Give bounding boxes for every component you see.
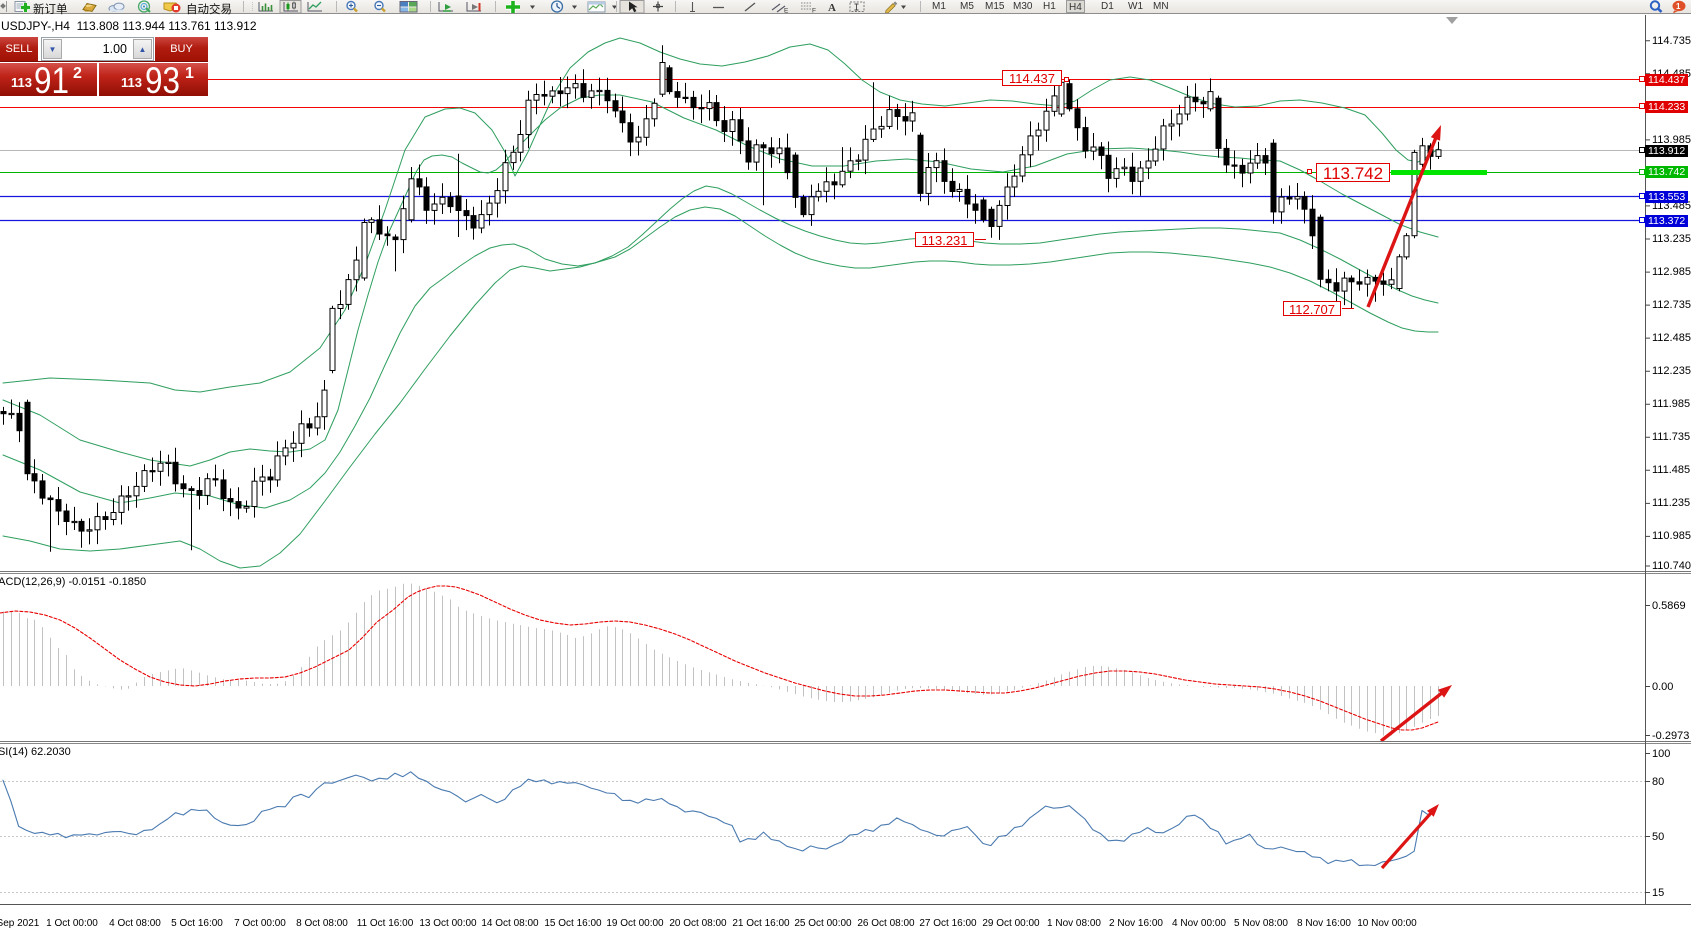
svg-text:E: E — [784, 8, 789, 14]
svg-text:A: A — [828, 2, 836, 13]
svg-text:1: 1 — [1676, 2, 1681, 11]
svg-text:F: F — [812, 8, 816, 14]
